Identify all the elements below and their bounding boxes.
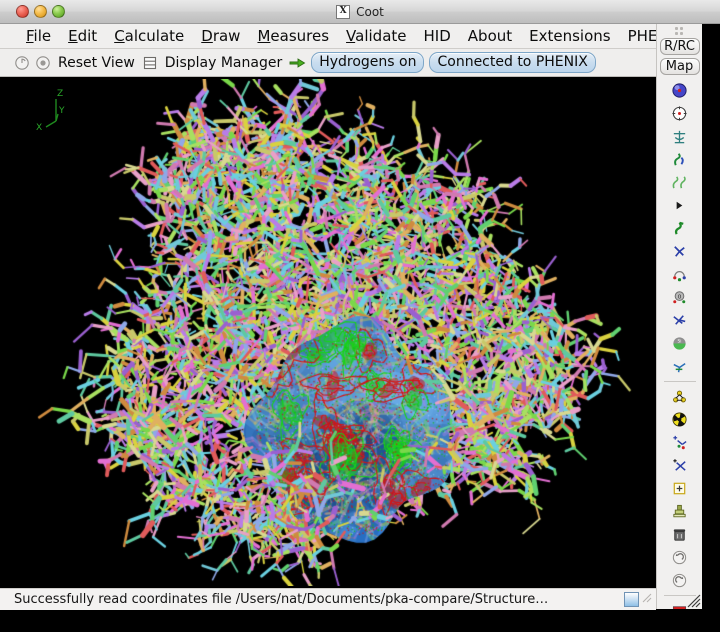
window-title: Coot <box>356 5 384 19</box>
modelling-toolbar: R/RC Map <box>656 24 702 609</box>
rrc-button[interactable]: R/RC <box>659 38 700 55</box>
status-resize-grip[interactable] <box>642 593 652 606</box>
run-refmac-icon[interactable] <box>668 599 692 609</box>
menu-edit[interactable]: Edit <box>68 27 98 45</box>
axis-label-x: X <box>36 123 42 133</box>
toolbar-divider-2 <box>663 595 696 596</box>
edit-backbone-torsion-icon[interactable] <box>668 309 692 332</box>
place-atom-at-pointer-icon[interactable] <box>668 431 692 454</box>
main-toolbar: Reset View Display Manager Hydrogens on … <box>0 49 656 77</box>
map-button[interactable]: Map <box>659 58 700 75</box>
menu-file[interactable]: File <box>26 27 52 45</box>
sphere-refine-icon[interactable] <box>668 79 692 102</box>
minimize-button[interactable] <box>34 5 47 18</box>
modelling-icon-list: 0 Si <box>657 79 702 609</box>
menu-about[interactable]: About <box>467 27 513 45</box>
orientation-axes-indicator: Z X Y <box>36 89 65 133</box>
menu-extensions[interactable]: Extensions <box>529 27 611 45</box>
pepflip-stamp-icon[interactable] <box>668 500 692 523</box>
menu-bar: File Edit Calculate Draw Measures Valida… <box>0 24 683 49</box>
menu-measures[interactable]: Measures <box>257 27 330 45</box>
status-bar: Successfully read coordinates file /User… <box>0 588 656 610</box>
recentre-icon[interactable] <box>35 55 51 71</box>
molecular-graphics-viewport[interactable]: Z X Y <box>10 79 650 586</box>
side-chain-180-icon[interactable] <box>668 263 692 286</box>
redo-icon[interactable] <box>668 569 692 592</box>
refine-residue-range-icon[interactable] <box>668 171 692 194</box>
phenix-connection-toggle-button[interactable]: Connected to PHENIX <box>429 52 596 73</box>
regularize-zone-icon[interactable] <box>668 125 692 148</box>
delete-icon[interactable] <box>668 523 692 546</box>
svg-text:0: 0 <box>678 294 682 300</box>
green-arrow-icon[interactable] <box>289 56 306 70</box>
window-controls <box>16 5 65 18</box>
menu-hid[interactable]: HID <box>423 27 451 45</box>
hydrogens-toggle-button[interactable]: Hydrogens on <box>311 52 425 73</box>
x11-icon: X <box>336 5 351 19</box>
menu-draw[interactable]: Draw <box>201 27 241 45</box>
flip-peptide-icon[interactable] <box>668 240 692 263</box>
clear-pending-picks-icon[interactable] <box>668 454 692 477</box>
window-title-group: X Coot <box>0 0 720 24</box>
menu-calculate[interactable]: Calculate <box>114 27 185 45</box>
title-bar: X Coot <box>0 0 720 24</box>
simple-mutate-icon[interactable] <box>668 355 692 378</box>
edit-chi-angles-icon[interactable]: 0 <box>668 286 692 309</box>
target-centre-icon[interactable] <box>668 102 692 125</box>
axis-label-y: Y <box>58 106 65 116</box>
display-manager-label[interactable]: Display Manager <box>164 54 283 71</box>
svg-text:Si: Si <box>678 339 682 345</box>
zoom-button[interactable] <box>52 5 65 18</box>
display-manager-icon[interactable] <box>142 55 158 71</box>
menu-validate[interactable]: Validate <box>346 27 407 45</box>
auto-fit-rotamer-icon[interactable] <box>668 194 692 217</box>
real-space-refine-zone-icon[interactable] <box>668 148 692 171</box>
status-indicator[interactable] <box>624 592 639 607</box>
rotamer-icon[interactable] <box>668 217 692 240</box>
add-water-icon[interactable] <box>668 477 692 500</box>
reset-view-icon[interactable] <box>14 55 30 71</box>
toolbar-divider <box>663 381 696 382</box>
undo-icon[interactable] <box>668 546 692 569</box>
reset-view-label[interactable]: Reset View <box>58 54 135 71</box>
window-bottom-edge <box>0 610 720 632</box>
add-alt-conf-icon[interactable] <box>668 408 692 431</box>
toolbar-grip-icon[interactable] <box>674 27 685 35</box>
status-message: Successfully read coordinates file /User… <box>14 592 549 607</box>
axis-label-z: Z <box>57 89 63 99</box>
close-button[interactable] <box>16 5 29 18</box>
molecule-render-canvas[interactable] <box>10 79 650 586</box>
window-resize-grip[interactable] <box>686 593 701 608</box>
mutate-and-autofit-icon[interactable]: Si <box>668 332 692 355</box>
add-terminal-residue-icon[interactable] <box>668 385 692 408</box>
